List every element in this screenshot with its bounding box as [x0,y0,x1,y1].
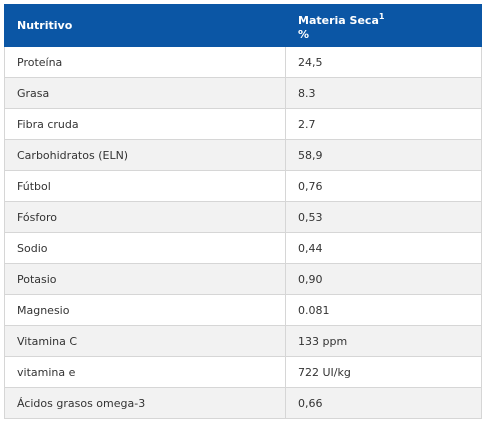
table-row: Fibra cruda 2.7 [4,108,482,140]
table-row: Carbohidratos (ELN) 58,9 [4,139,482,171]
nutrient-name: Sodio [4,232,286,264]
nutrient-name: Fibra cruda [4,108,286,140]
nutrient-value: 722 UI/kg [285,356,482,388]
nutrient-value: 24,5 [285,46,482,78]
nutrient-value: 0,76 [285,170,482,202]
nutrient-table: Nutritivo Materia Seca1 % Proteína 24,5 … [4,4,482,419]
table-row: Potasio 0,90 [4,263,482,295]
nutrient-name: Fósforo [4,201,286,233]
header-row: Nutritivo Materia Seca1 % [4,4,482,47]
nutrient-value: 0,90 [285,263,482,295]
nutrient-name: Carbohidratos (ELN) [4,139,286,171]
nutrient-value: 58,9 [285,139,482,171]
table-row: Grasa 8.3 [4,77,482,109]
nutrient-name: Fútbol [4,170,286,202]
header-footnote-marker: 1 [378,11,385,21]
nutrient-name: Potasio [4,263,286,295]
nutrient-name: vitamina e [4,356,286,388]
nutrient-value: 0,44 [285,232,482,264]
nutrient-value: 133 ppm [285,325,482,357]
nutrient-name: Magnesio [4,294,286,326]
table-row: Vitamina C 133 ppm [4,325,482,357]
nutrient-value: 0.081 [285,294,482,326]
table-row: Fútbol 0,76 [4,170,482,202]
table-row: Ácidos grasos omega-3 0,66 [4,387,482,419]
nutrient-name: Proteína [4,46,286,78]
header-dry-matter-unit: % [298,27,310,41]
table-row: vitamina e 722 UI/kg [4,356,482,388]
header-nutrient: Nutritivo [4,4,286,47]
header-dry-matter-label: Materia Seca [298,13,379,27]
table-row: Sodio 0,44 [4,232,482,264]
table-header: Nutritivo Materia Seca1 % [4,4,482,47]
nutrient-value: 0,66 [285,387,482,419]
table-row: Proteína 24,5 [4,46,482,78]
header-dry-matter: Materia Seca1 % [285,4,482,47]
table-row: Magnesio 0.081 [4,294,482,326]
nutrient-value: 0,53 [285,201,482,233]
table-body: Proteína 24,5 Grasa 8.3 Fibra cruda 2.7 … [4,46,482,419]
nutrient-name: Grasa [4,77,286,109]
nutrient-value: 8.3 [285,77,482,109]
nutrient-name: Ácidos grasos omega-3 [4,387,286,419]
nutrient-table-container: Nutritivo Materia Seca1 % Proteína 24,5 … [4,4,482,419]
nutrient-value: 2.7 [285,108,482,140]
nutrient-name: Vitamina C [4,325,286,357]
table-row: Fósforo 0,53 [4,201,482,233]
